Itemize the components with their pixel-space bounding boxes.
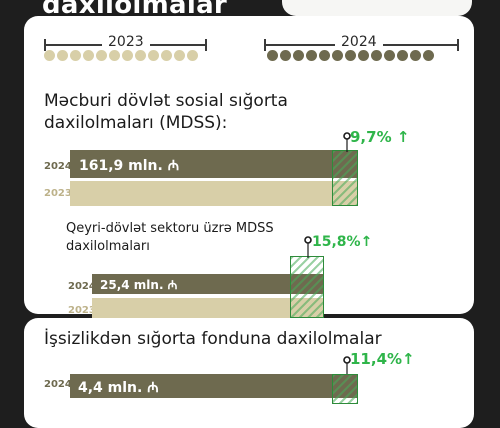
legend-2023-dot	[174, 50, 185, 61]
unemployment-bar-2024	[70, 374, 358, 398]
private-pin-icon	[304, 236, 312, 258]
legend-2024-dot	[423, 50, 434, 61]
private-bar-2024	[92, 274, 324, 294]
mdss-pin-icon	[343, 132, 351, 152]
mdss-bar-2024	[70, 150, 358, 178]
legend-2024-tick-right	[457, 39, 459, 51]
legend-2023-tick-left	[44, 39, 46, 51]
legend-2024-dot	[358, 50, 369, 61]
private-year-2023: 2023	[68, 305, 96, 316]
legend-2023-dot	[83, 50, 94, 61]
unemployment-year-2024: 2024	[44, 379, 72, 390]
legend-2024-dot	[280, 50, 291, 61]
legend-2023-label: 2023	[102, 34, 150, 50]
mdss-value-2024: 161,9 mln. ₼	[79, 158, 180, 174]
legend-2024-dot	[371, 50, 382, 61]
legend-2024-dot	[345, 50, 356, 61]
up-arrow-icon: ↑	[391, 128, 410, 146]
unemployment-value-2024: 4,4 mln. ₼	[78, 380, 159, 396]
private-growth-value: 15,8%	[312, 234, 361, 250]
legend-2024-dot	[319, 50, 330, 61]
legend-2023-dot	[161, 50, 172, 61]
page-title: daxilolmalar	[42, 0, 228, 20]
legend-2023-dot	[135, 50, 146, 61]
legend-2023-dot	[148, 50, 159, 61]
private-growth-label: 15,8%↑	[312, 234, 372, 250]
mdss-card: 2023 2024 Məcburi dövlət sosial sığorta …	[24, 16, 474, 318]
private-year-2024: 2024	[68, 281, 96, 292]
private-value-2024: 25,4 mln. ₼	[100, 278, 178, 292]
mdss-year-2023: 2023	[44, 188, 72, 199]
private-bar-2023	[92, 298, 324, 318]
legend-2023-dot	[70, 50, 81, 61]
unemployment-title: İşsizlikdən sığorta fonduna daxilolmalar	[44, 329, 382, 349]
legend-2023-tick-right	[205, 39, 207, 51]
unemployment-card: İşsizlikdən sığorta fonduna daxilolmalar…	[24, 318, 474, 428]
unemployment-growth-label: 11,4%↑	[350, 350, 415, 368]
legend-2024-dot	[397, 50, 408, 61]
legend-2024-tick-left	[264, 39, 266, 51]
unemployment-growth-value: 11,4%	[350, 350, 403, 368]
private-sector-title: Qeyri-dövlət sektoru üzrə MDSS daxilolma…	[66, 221, 274, 254]
header-pill	[282, 0, 472, 16]
legend-2024-dot	[293, 50, 304, 61]
unemployment-pin-icon	[343, 356, 351, 374]
mdss-title: Məcburi dövlət sosial sığorta daxilolmal…	[44, 91, 288, 133]
legend-2024-dot	[410, 50, 421, 61]
mdss-growth-value: 9,7%	[350, 128, 392, 146]
up-arrow-icon: ↑	[402, 350, 415, 368]
legend-2023-dot	[57, 50, 68, 61]
legend-2023-dot	[96, 50, 107, 61]
mdss-growth-label: 9,7% ↑	[350, 128, 409, 146]
legend-2024-dot	[384, 50, 395, 61]
mdss-year-2024: 2024	[44, 161, 72, 172]
infographic-page: daxilolmalar 2023 2024 Məcburi dövlət so…	[24, 0, 474, 428]
up-arrow-icon: ↑	[360, 234, 373, 250]
mdss-growth-hatch	[332, 150, 358, 206]
legend-2024-dot	[332, 50, 343, 61]
private-growth-hatch	[290, 256, 324, 318]
legend-2023-dot	[187, 50, 198, 61]
legend-2023-dot	[122, 50, 133, 61]
legend-2024-dot	[267, 50, 278, 61]
legend-2023-dot	[44, 50, 55, 61]
legend-2023-dots	[44, 50, 198, 61]
legend-2024-dot	[306, 50, 317, 61]
legend-2023-dot	[109, 50, 120, 61]
legend-2024-dots	[267, 50, 434, 61]
legend-2024-label: 2024	[335, 34, 383, 50]
mdss-bar-2023	[70, 181, 358, 206]
